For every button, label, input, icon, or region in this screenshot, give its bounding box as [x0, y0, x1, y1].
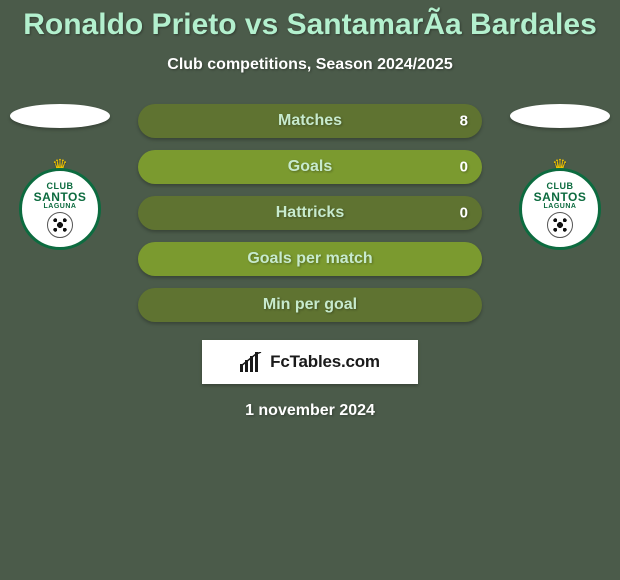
club-name: SANTOS — [34, 190, 87, 204]
bar-chart-icon — [240, 352, 264, 372]
club-badge-left: ♛ CLUB SANTOS LAGUNA — [10, 158, 110, 246]
soccer-ball-icon — [547, 212, 573, 238]
player-avatar-left — [10, 104, 110, 128]
club-circle: CLUB SANTOS LAGUNA — [19, 168, 101, 250]
stat-value-right: 0 — [460, 159, 468, 176]
stat-row-goals: Goals 0 — [138, 150, 482, 184]
brand-box: FcTables.com — [202, 340, 418, 384]
stat-row-goals-per-match: Goals per match — [138, 242, 482, 276]
club-badge-right: ♛ CLUB SANTOS LAGUNA — [510, 158, 610, 246]
stats-list: Matches 8 Goals 0 Hattricks 0 Goals per … — [138, 104, 482, 322]
club-name: SANTOS — [534, 190, 587, 204]
stat-row-min-per-goal: Min per goal — [138, 288, 482, 322]
stat-label: Min per goal — [263, 296, 357, 314]
stat-value-right: 0 — [460, 205, 468, 222]
stat-label: Matches — [278, 112, 342, 130]
club-line2: LAGUNA — [44, 203, 77, 210]
date-line: 1 november 2024 — [0, 402, 620, 420]
subtitle: Club competitions, Season 2024/2025 — [0, 56, 620, 74]
player-col-right: ♛ CLUB SANTOS LAGUNA — [500, 104, 620, 246]
stat-row-hattricks: Hattricks 0 — [138, 196, 482, 230]
player-col-left: ♛ CLUB SANTOS LAGUNA — [0, 104, 120, 246]
club-circle: CLUB SANTOS LAGUNA — [519, 168, 601, 250]
comparison-card: Ronaldo Prieto vs SantamarÃ­a Bardales C… — [0, 0, 620, 580]
stat-row-matches: Matches 8 — [138, 104, 482, 138]
stat-value-right: 8 — [460, 113, 468, 130]
content-area: ♛ CLUB SANTOS LAGUNA ♛ CLUB SANTOS LAGUN… — [0, 104, 620, 420]
stat-label: Goals per match — [247, 250, 372, 268]
stat-label: Goals — [288, 158, 332, 176]
stat-label: Hattricks — [276, 204, 344, 222]
brand-text: FcTables.com — [270, 352, 380, 372]
page-title: Ronaldo Prieto vs SantamarÃ­a Bardales — [0, 0, 620, 42]
club-line2: LAGUNA — [544, 203, 577, 210]
soccer-ball-icon — [47, 212, 73, 238]
player-avatar-right — [510, 104, 610, 128]
